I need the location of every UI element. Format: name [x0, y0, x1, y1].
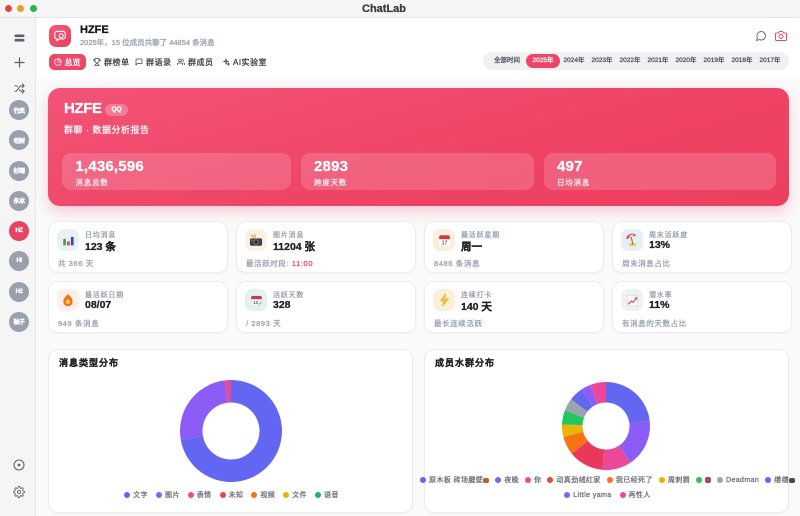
svg-text:12: 12 [252, 300, 258, 306]
svg-text:17: 17 [441, 240, 447, 246]
